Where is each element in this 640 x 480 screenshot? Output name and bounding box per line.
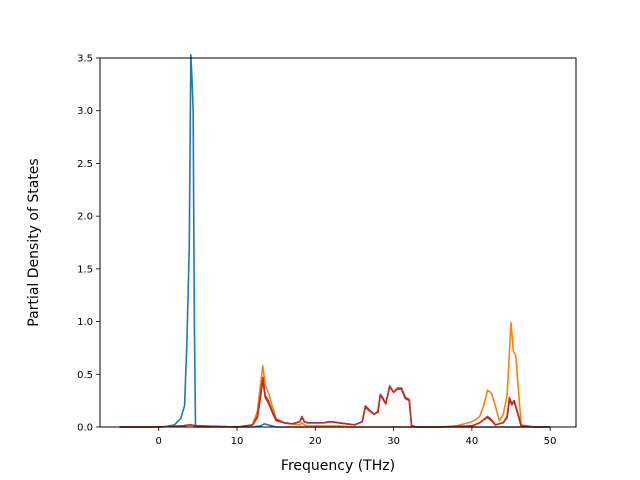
y-tick-label: 3.5 — [77, 54, 93, 65]
x-axis-label: Frequency (THz) — [281, 458, 395, 474]
y-tick-label: 1.5 — [77, 264, 93, 275]
x-tick-label: 20 — [309, 436, 322, 447]
y-axis-ticks: 0.0 0.5 1.0 1.5 2.0 2.5 3.0 3.5 — [77, 54, 100, 434]
pdos-series-line-2 — [119, 321, 551, 428]
y-tick-label: 0.5 — [77, 370, 93, 381]
plot-frame — [99, 57, 577, 428]
x-axis-ticks: 0 10 20 30 40 50 — [156, 427, 557, 447]
y-tick-label: 0.0 — [77, 423, 93, 434]
pdos-series-line-1 — [119, 54, 551, 428]
x-tick-label: 40 — [466, 436, 479, 447]
y-tick-label: 1.0 — [77, 317, 93, 328]
x-tick-label: 30 — [387, 436, 400, 447]
x-tick-label: 0 — [156, 436, 162, 447]
series-layer — [119, 54, 551, 428]
pdos-series-line-4 — [119, 378, 551, 428]
y-tick-label: 3.0 — [77, 106, 93, 117]
y-axis-label: Partial Density of States — [26, 158, 42, 326]
x-tick-label: 10 — [231, 436, 244, 447]
y-tick-label: 2.0 — [77, 212, 93, 223]
x-tick-label: 50 — [544, 436, 557, 447]
y-tick-label: 2.5 — [77, 159, 93, 170]
